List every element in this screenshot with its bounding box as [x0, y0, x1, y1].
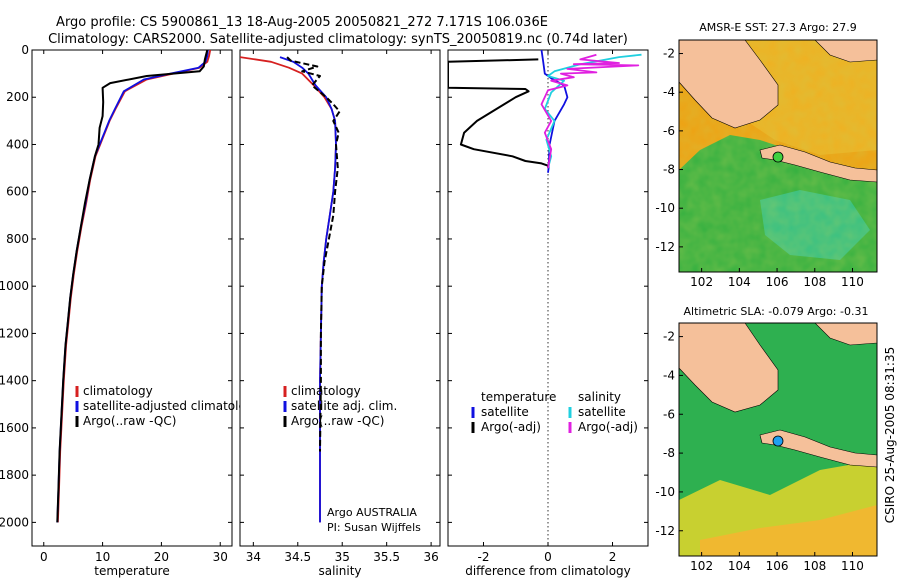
difference-legend: temperaturesatelliteArgo(-adj)salinitysa…	[471, 390, 638, 434]
map-y-tick-label: -6	[663, 407, 675, 421]
legend-label: Argo(-adj)	[481, 420, 541, 434]
map-y-tick-label: -12	[655, 240, 675, 254]
salinity-series	[240, 56, 341, 523]
x-tick-label: 2	[609, 550, 617, 564]
x-tick-label: 20	[154, 550, 169, 564]
x-tick-label: 34.5	[284, 550, 311, 564]
temperature-plot-frame	[31, 49, 233, 547]
map-x-tick-label: 104	[728, 559, 751, 573]
y-tick-label: 200	[6, 90, 29, 104]
series-line-3	[286, 56, 341, 452]
legend-label: Argo(..raw -QC)	[83, 414, 176, 428]
map-y-tick-label: -4	[663, 368, 675, 382]
legend-label: satellite-adjusted climatology	[83, 399, 261, 413]
figure-title-line2: Climatology: CARS2000. Satellite-adjuste…	[48, 32, 628, 47]
map-x-tick-label: 110	[841, 275, 864, 289]
sla-argo-marker	[772, 435, 784, 447]
sst-land-borneo-edge	[814, 40, 877, 63]
map-y-tick-label: -6	[663, 124, 675, 138]
temperature-series	[56, 50, 212, 523]
series-line-3	[56, 50, 209, 523]
sla-map-frame	[678, 322, 878, 557]
map-y-tick-label: -10	[655, 201, 675, 215]
sst-map-title: AMSR-E SST: 27.3 Argo: 27.9	[699, 21, 857, 34]
y-tick-label: 800	[6, 232, 29, 246]
y-tick-label: 600	[6, 185, 29, 199]
y-tick-label: 1600	[0, 421, 29, 435]
argo-pi-annotation: PI: Susan Wijffels	[327, 521, 421, 534]
map-x-tick-label: 110	[841, 559, 864, 573]
map-x-tick-label: 106	[766, 559, 789, 573]
y-tick-label: 1400	[0, 374, 29, 388]
temperature-x-label: temperature	[94, 564, 169, 578]
x-tick-label: 36	[423, 550, 438, 564]
sla-map-title: Altimetric SLA: -0.079 Argo: -0.31	[684, 305, 869, 318]
legend-label: satellite	[578, 405, 626, 419]
sla-land-borneo-edge	[814, 323, 877, 346]
legend-label: climatology	[291, 384, 361, 398]
sst-map-ticks: 102 104 106 108 110 -2 -4 -6 -8 -10 -12	[655, 47, 864, 289]
y-tick-label: 1000	[0, 279, 29, 293]
sla-map-ticks: 102 104 106 108 110 -2 -4 -6 -8 -10 -12	[655, 330, 864, 573]
map-x-tick-label: 102	[690, 559, 713, 573]
legend-label: climatology	[83, 384, 153, 398]
y-tick-label: 0	[21, 43, 29, 57]
map-x-tick-label: 106	[766, 275, 789, 289]
sst-map-panel: AMSR-E SST: 27.3 Argo: 27.9 102 104 106 108…	[655, 21, 878, 289]
map-y-tick-label: -10	[655, 485, 675, 499]
sst-argo-marker	[772, 151, 784, 163]
legend-label: Argo(-adj)	[578, 420, 638, 434]
x-tick-label: 0	[544, 550, 552, 564]
sla-map-panel: Altimetric SLA: -0.079 Argo: -0.31 102 10…	[655, 305, 878, 573]
sla-orange-south	[700, 505, 877, 556]
map-x-tick-label: 102	[690, 275, 713, 289]
map-y-tick-label: -2	[663, 330, 675, 344]
legend-group-title: salinity	[578, 390, 621, 404]
map-y-tick-label: -4	[663, 85, 675, 99]
legend-label: satellite adj. clim.	[291, 399, 397, 413]
salinity-x-label: salinity	[318, 564, 361, 578]
difference-panel: -2 0 2 difference from climatology tempera…	[447, 49, 649, 578]
figure-title-line1: Argo profile: CS 5900861_13 18-Aug-2005 …	[56, 15, 548, 30]
legend-label: satellite	[481, 405, 529, 419]
sst-land-sumatra	[679, 40, 779, 129]
salinity-ticks: 34 34.5 35 35.5 36	[240, 49, 440, 564]
difference-series	[448, 50, 642, 173]
y-tick-label: 1200	[0, 326, 29, 340]
series-line-2	[448, 58, 549, 169]
argo-country-annotation: Argo AUSTRALIA	[327, 506, 417, 519]
y-tick-label: 1800	[0, 468, 29, 482]
x-tick-label: 35.5	[373, 550, 400, 564]
temperature-ticks: 0 10 20 30 0 200 400 600 800 1000 1200 1400 1600 1800…	[0, 43, 232, 564]
y-tick-label: 2000	[0, 515, 29, 529]
x-tick-label: 30	[213, 550, 228, 564]
x-tick-label: -2	[477, 550, 489, 564]
x-tick-label: 10	[95, 550, 110, 564]
map-x-tick-label: 108	[803, 559, 826, 573]
map-x-tick-label: 104	[728, 275, 751, 289]
temperature-panel: 0 10 20 30 0 200 400 600 800 1000 1200 1400 1600 1800…	[0, 43, 261, 578]
sst-map-frame	[678, 39, 878, 273]
difference-x-label: difference from climatology	[465, 564, 631, 578]
legend-group-title: temperature	[481, 390, 556, 404]
x-tick-label: 34	[246, 550, 261, 564]
map-y-tick-label: -8	[663, 163, 675, 177]
map-y-tick-label: -12	[655, 524, 675, 538]
legend-label: Argo(..raw -QC)	[291, 414, 384, 428]
map-y-tick-label: -2	[663, 47, 675, 61]
sla-land-sumatra	[679, 323, 779, 413]
x-tick-label: 35	[335, 550, 350, 564]
map-y-tick-label: -8	[663, 446, 675, 460]
y-tick-label: 400	[6, 137, 29, 151]
salinity-panel: 34 34.5 35 35.5 36 salinity climatologysatel…	[239, 49, 441, 578]
series-line-4	[540, 53, 640, 169]
map-x-tick-label: 108	[803, 275, 826, 289]
x-tick-label: 0	[40, 550, 48, 564]
difference-ticks: -2 0 2	[448, 49, 648, 564]
csiro-timestamp-label: CSIRO 25-Aug-2005 08:31:35	[883, 347, 897, 523]
salinity-plot-frame	[239, 49, 441, 547]
